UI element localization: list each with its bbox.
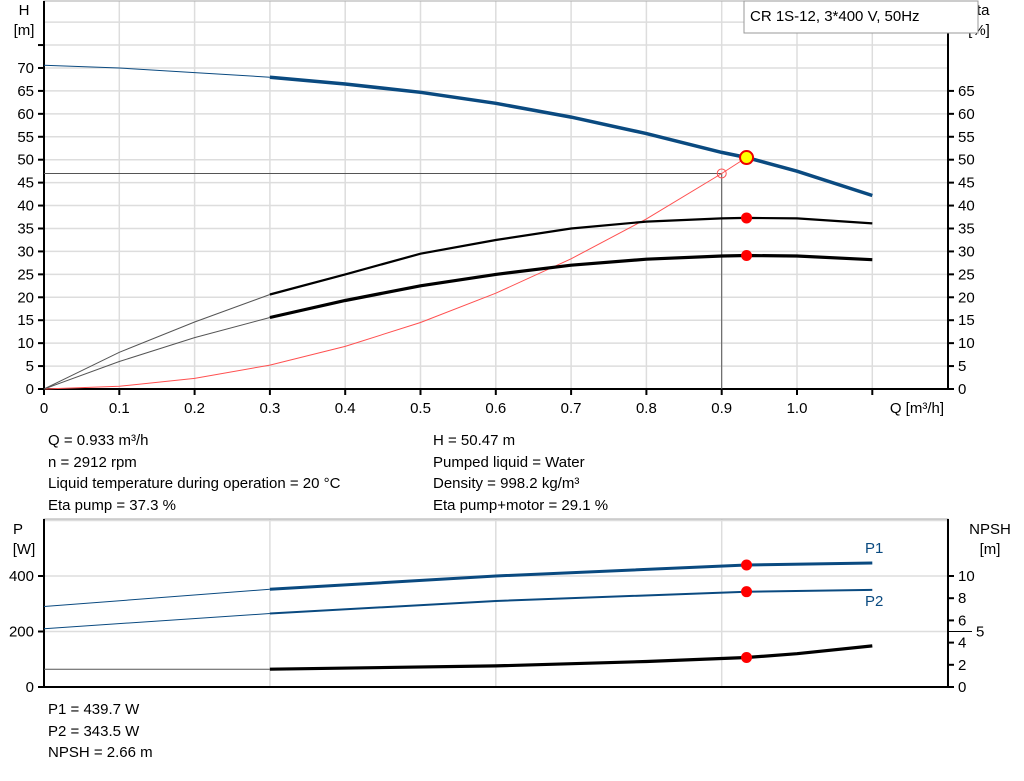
y-right-tick-label: 20 [958, 289, 975, 306]
p-tick-label: 0 [26, 679, 34, 696]
x-tick-label: 0.2 [184, 400, 205, 417]
eta-pump-curve [269, 216, 873, 296]
info-left: Q = 0.933 m³/h n = 2912 rpm Liquid tempe… [48, 430, 340, 516]
system-curve [43, 157, 747, 390]
y-right-tick-label: 30 [958, 243, 975, 260]
x-axis-label: Q [m³/h] [890, 400, 944, 417]
x-tick-label: 0.5 [410, 400, 431, 417]
y-right-tick-label: 25 [958, 266, 975, 283]
duty-point-marker [739, 150, 755, 166]
npsh-tick-label: 8 [958, 590, 966, 607]
info-bottom: P1 = 439.7 W P2 = 343.5 W NPSH = 2.66 m [48, 699, 153, 764]
y-right-tick-label: 45 [958, 175, 975, 192]
info-p1: P1 = 439.7 W [48, 701, 140, 718]
npsh-axis-label: [m] [980, 541, 1001, 558]
y-right-tick-label: 40 [958, 198, 975, 215]
npsh-axis-label: NPSH [969, 521, 1011, 538]
p1-curve [269, 561, 873, 591]
y-right-tick-label: 10 [958, 335, 975, 352]
x-tick-label: 0.8 [636, 400, 657, 417]
p-axis-label: [W] [13, 541, 36, 558]
info-eta-total: Eta pump+motor = 29.1 % [433, 496, 609, 514]
info-eta-pump: Eta pump = 37.3 % [48, 496, 176, 514]
info-density: Density = 998.2 kg/m³ [433, 475, 580, 492]
x-tick-label: 1.0 [787, 400, 808, 417]
h-curve [269, 75, 873, 198]
npsh-tick-label: 0 [958, 679, 966, 696]
npsh-tick-label: 2 [958, 657, 966, 674]
info-right: H = 50.47 m Pumped liquid = Water Densit… [433, 430, 608, 516]
x-tick-label: 0.1 [109, 400, 130, 417]
x-tick-label: 0.6 [485, 400, 506, 417]
eta-pump-duty-marker [741, 212, 753, 224]
p2-curve-extrapolated [43, 613, 270, 630]
y-right-tick-label: 35 [958, 220, 975, 237]
p-tick-label: 400 [9, 568, 34, 585]
y-right-tick-label: 50 [958, 152, 975, 169]
npsh-tick-label: 5 [976, 624, 984, 641]
y-tick-label: 30 [17, 243, 34, 260]
y-tick-label: 25 [17, 266, 34, 283]
y-right-tick-label: 0 [958, 381, 966, 398]
y-tick-label: 45 [17, 175, 34, 192]
y-tick-label: 65 [17, 83, 34, 100]
chart-title: CR 1S-12, 3*400 V, 50Hz [750, 8, 920, 25]
y-right-tick-label: 5 [958, 358, 966, 375]
y-tick-label: 0 [26, 381, 34, 398]
p1-curve-extrapolated [43, 588, 270, 607]
y-tick-label: 10 [17, 335, 34, 352]
y-axis-label: [m] [14, 22, 35, 39]
h-curve-extrapolated [43, 64, 270, 78]
y-tick-label: 5 [26, 358, 34, 375]
y-tick-label: 55 [17, 129, 34, 146]
y-tick-label: 15 [17, 312, 34, 329]
p-tick-label: 200 [9, 624, 34, 641]
reference-point-marker [716, 168, 727, 179]
info-temp: Liquid temperature during operation = 20… [48, 475, 341, 492]
info-q: Q = 0.933 m³/h [48, 432, 149, 449]
npsh-curve [269, 644, 873, 671]
y-right-tick-label: 65 [958, 83, 975, 100]
y-right-tick-label: 55 [958, 129, 975, 146]
y-tick-label: 35 [17, 220, 34, 237]
eta-total-curve [269, 253, 873, 320]
npsh-tick-label: 6 [958, 612, 966, 629]
eta-pump-curve-extrapolated [43, 294, 271, 390]
info-npsh: NPSH = 2.66 m [48, 744, 153, 761]
y-right-tick-label: 15 [958, 312, 975, 329]
eta-total-duty-marker [741, 250, 753, 262]
y-tick-label: 20 [17, 289, 34, 306]
p2-curve [269, 588, 873, 615]
y-tick-label: 40 [17, 198, 34, 215]
x-tick-label: 0.3 [259, 400, 280, 417]
y-right-tick-label: 60 [958, 106, 975, 123]
p-axis-label: P [13, 521, 23, 538]
p2-series-label: P2 [865, 593, 883, 610]
x-tick-label: 0.7 [561, 400, 582, 417]
npsh-duty-marker [741, 651, 753, 663]
y-tick-label: 50 [17, 152, 34, 169]
x-tick-label: 0 [40, 400, 48, 417]
info-liquid: Pumped liquid = Water [433, 453, 585, 471]
eta-total-curve-extrapolated [43, 317, 271, 390]
y-tick-label: 60 [17, 106, 34, 123]
p1-duty-marker [741, 559, 753, 571]
y-tick-label: 70 [17, 60, 34, 77]
x-tick-label: 0.9 [711, 400, 732, 417]
info-h: H = 50.47 m [433, 432, 516, 449]
npsh-tick-label: 4 [958, 635, 966, 652]
p1-series-label: P1 [865, 540, 883, 557]
x-tick-label: 0.4 [335, 400, 356, 417]
p2-duty-marker [741, 586, 753, 598]
info-n: n = 2912 rpm [48, 453, 137, 471]
legend-box [743, 0, 979, 34]
npsh-tick-label: 10 [958, 568, 975, 585]
info-p2: P2 = 343.5 W [48, 722, 140, 740]
y-axis-label: H [19, 2, 30, 19]
